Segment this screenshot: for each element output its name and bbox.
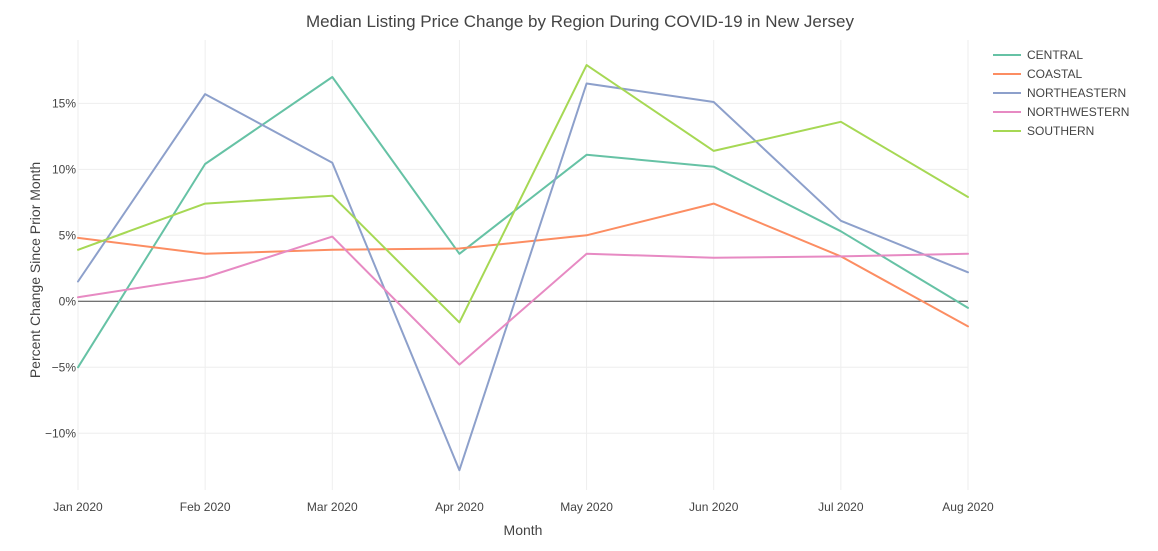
series-line-coastal	[77, 202, 969, 328]
x-axis-title: Month	[504, 522, 543, 538]
x-tick-label: Jun 2020	[689, 500, 739, 514]
y-tick-label: 5%	[59, 228, 77, 242]
y-tick-label: −10%	[45, 426, 76, 440]
legend-label: SOUTHERN	[1027, 124, 1094, 138]
series-line-northwestern	[77, 235, 969, 366]
legend-label: COASTAL	[1027, 67, 1082, 81]
series-line-northeastern	[77, 82, 969, 472]
legend-label: NORTHWESTERN	[1027, 105, 1129, 119]
x-tick-label: Jul 2020	[818, 500, 864, 514]
x-tick-label: Apr 2020	[435, 500, 484, 514]
x-tick-label: Feb 2020	[180, 500, 231, 514]
legend-item-coastal[interactable]: COASTAL	[993, 67, 1082, 81]
chart-title: Median Listing Price Change by Region Du…	[306, 12, 855, 31]
y-tick-label: 10%	[52, 162, 76, 176]
legend-item-northeastern[interactable]: NORTHEASTERN	[993, 86, 1126, 100]
legend-item-southern[interactable]: SOUTHERN	[993, 124, 1094, 138]
y-tick-label: 15%	[52, 96, 76, 110]
series-lines	[77, 64, 969, 472]
series-line-central	[77, 76, 969, 369]
legend-item-northwestern[interactable]: NORTHWESTERN	[993, 105, 1129, 119]
y-tick-label: −5%	[52, 360, 77, 374]
x-tick-label: Jan 2020	[53, 500, 103, 514]
y-axis-title: Percent Change Since Prior Month	[27, 162, 43, 378]
axis-ticks: Jan 2020 Feb 2020 Mar 2020 Apr 2020 May 2020…	[45, 96, 994, 514]
x-tick-label: May 2020	[560, 500, 613, 514]
x-tick-label: Aug 2020	[942, 500, 994, 514]
x-tick-label: Mar 2020	[307, 500, 358, 514]
gridlines	[77, 40, 969, 490]
legend-item-central[interactable]: CENTRAL	[993, 48, 1083, 62]
legend-label: CENTRAL	[1027, 48, 1083, 62]
legend[interactable]: CENTRAL COASTAL NORTHEASTERN NORTHWESTERN SO…	[993, 48, 1129, 138]
y-tick-label: 0%	[59, 294, 77, 308]
series-line-southern	[77, 64, 969, 324]
legend-label: NORTHEASTERN	[1027, 86, 1126, 100]
